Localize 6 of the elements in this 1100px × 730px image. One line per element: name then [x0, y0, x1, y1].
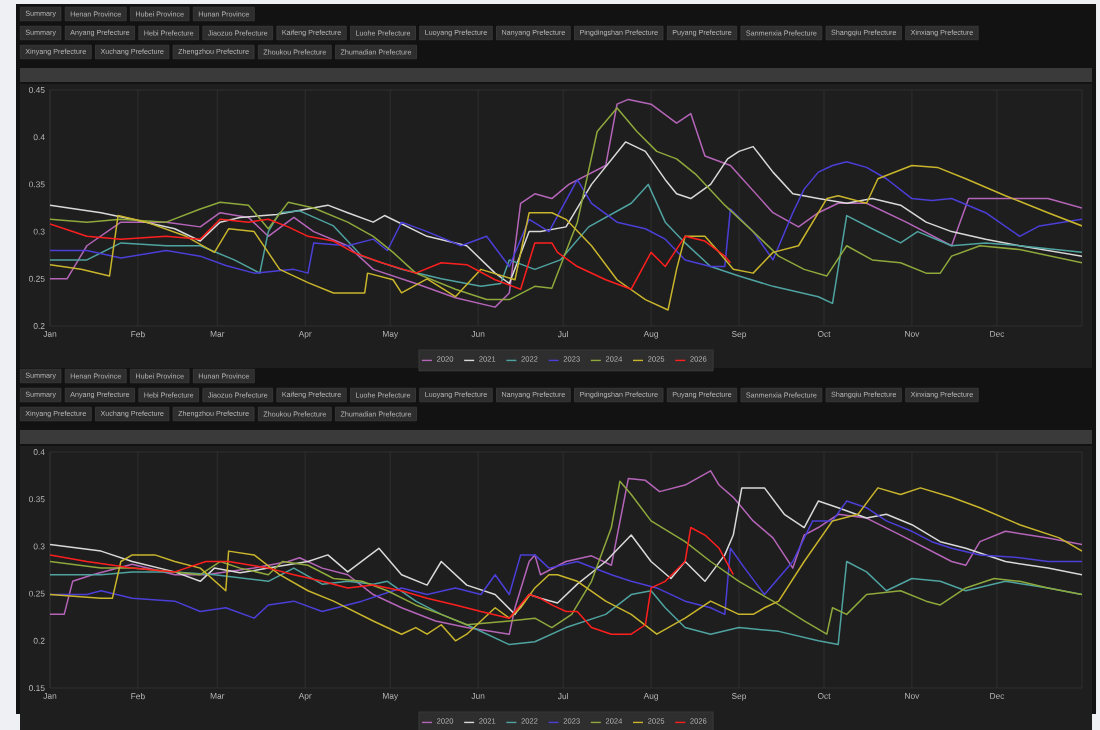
line-series: [50, 183, 1083, 305]
line-series: [50, 526, 735, 635]
line-series: [50, 164, 1083, 311]
line-series: [50, 160, 1083, 274]
line-series: [50, 218, 732, 290]
line-series: [50, 141, 1083, 285]
